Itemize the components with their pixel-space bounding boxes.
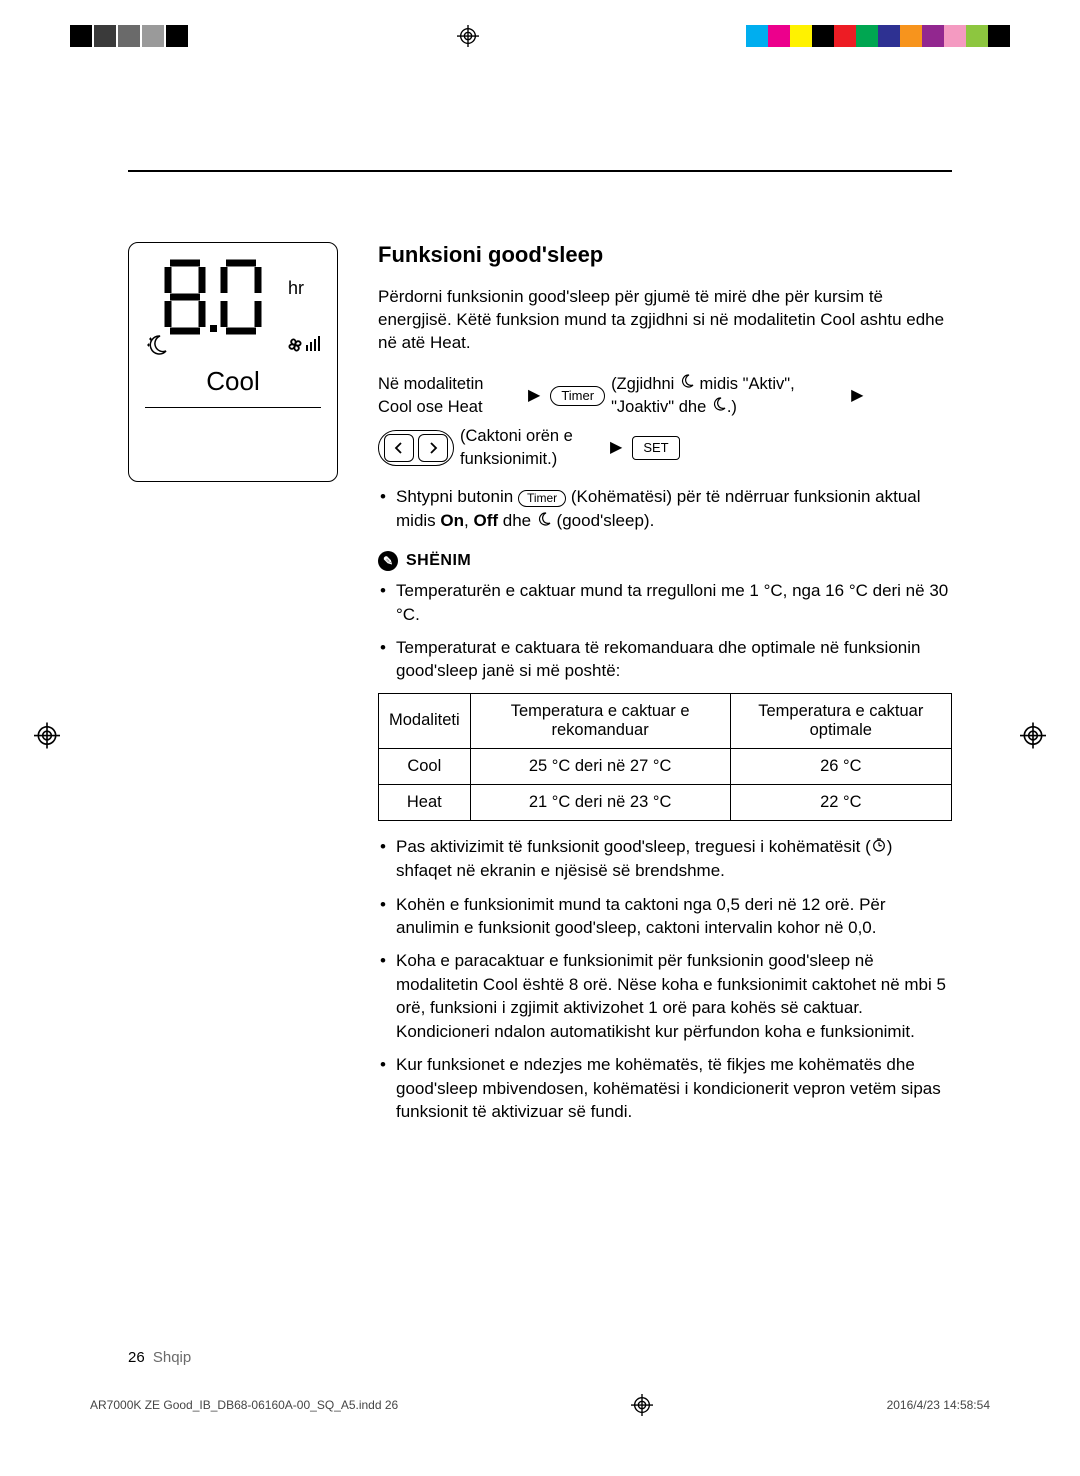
mode-label: Cool (145, 366, 321, 408)
fan-signal-icon (285, 333, 321, 362)
flow-step-1: Në modalitetin Cool ose Heat (378, 373, 518, 419)
list-item: Shtypni butonin Timer (Kohëmatësi) për t… (378, 485, 952, 533)
table-cell: 21 °C deri në 23 °C (470, 784, 730, 820)
flow-step-3: (Caktoni orën e funksionimit.) (460, 425, 600, 471)
registration-mark-bottom (631, 1394, 653, 1416)
list-item: Temperaturat e caktuara të rekomanduara … (378, 636, 952, 683)
page-footer: 26 Shqip (128, 1349, 191, 1366)
crop-marks (70, 24, 1010, 48)
goodsleep-icon (145, 333, 169, 362)
section-title: Funksioni good'sleep (378, 242, 952, 268)
note-header: ✎ SHËNIM (378, 551, 952, 571)
list-item: Kur funksionet e ndezjes me kohëmatës, t… (378, 1053, 952, 1123)
left-button[interactable] (384, 434, 414, 462)
temperature-table: Modaliteti Temperatura e caktuar e rekom… (378, 693, 952, 821)
page-language: Shqip (153, 1349, 191, 1366)
right-button[interactable] (418, 434, 448, 462)
cmyk-swatches-right (746, 25, 1010, 47)
arrow-icon: ▶ (606, 437, 626, 459)
arrow-buttons-group (378, 430, 454, 466)
goodsleep-icon (711, 396, 727, 419)
goodsleep-icon (536, 510, 552, 533)
note-icon: ✎ (378, 551, 398, 571)
table-cell: Cool (379, 748, 471, 784)
table-header: Modaliteti (379, 693, 471, 748)
cmyk-swatches-left (70, 25, 190, 47)
print-footer: AR7000K ZE Good_IB_DB68-06160A-00_SQ_A5.… (90, 1394, 990, 1416)
registration-mark-left (34, 723, 60, 754)
clock-icon (871, 836, 887, 859)
hr-label: hr (288, 278, 304, 299)
list-item: Pas aktivizimit të funksionit good'sleep… (378, 835, 952, 883)
section-intro: Përdorni funksionin good'sleep për gjumë… (378, 286, 952, 355)
set-button[interactable]: SET (632, 436, 679, 460)
registration-mark-right (1020, 723, 1046, 754)
remote-display-panel: hr (128, 242, 338, 482)
goodsleep-icon (679, 373, 695, 396)
note-list-1: Temperaturën e caktuar mund ta rregullon… (378, 579, 952, 683)
table-cell: Heat (379, 784, 471, 820)
arrow-icon: ▶ (524, 385, 544, 407)
segment-digits (162, 257, 282, 337)
note-label: SHËNIM (406, 552, 471, 570)
print-file-path: AR7000K ZE Good_IB_DB68-06160A-00_SQ_A5.… (90, 1398, 398, 1412)
list-item: Koha e paracaktuar e funksionimit për fu… (378, 949, 952, 1043)
table-cell: 22 °C (730, 784, 951, 820)
list-item: Temperaturën e caktuar mund ta rregullon… (378, 579, 952, 626)
table-cell: 26 °C (730, 748, 951, 784)
table-header: Temperatura e caktuar optimale (730, 693, 951, 748)
table-header: Temperatura e caktuar e rekomanduar (470, 693, 730, 748)
registration-mark-top (457, 25, 479, 47)
page-number: 26 (128, 1349, 145, 1366)
list-item: Kohën e funksionimit mund ta caktoni nga… (378, 893, 952, 940)
table-cell: 25 °C deri në 27 °C (470, 748, 730, 784)
print-timestamp: 2016/4/23 14:58:54 (887, 1398, 990, 1412)
operation-flow: Në modalitetin Cool ose Heat ▶ Timer (Zg… (378, 373, 952, 472)
timer-button-inline: Timer (518, 490, 566, 506)
note-list-2: Pas aktivizimit të funksionit good'sleep… (378, 835, 952, 1124)
arrow-icon: ▶ (847, 385, 867, 407)
timer-button[interactable]: Timer (550, 386, 605, 406)
page-content: hr (128, 170, 952, 1356)
flow-step-2: (Zgjidhni midis "Aktiv", "Joaktiv" dhe .… (611, 373, 841, 419)
post-flow-notes: Shtypni butonin Timer (Kohëmatësi) për t… (378, 485, 952, 533)
